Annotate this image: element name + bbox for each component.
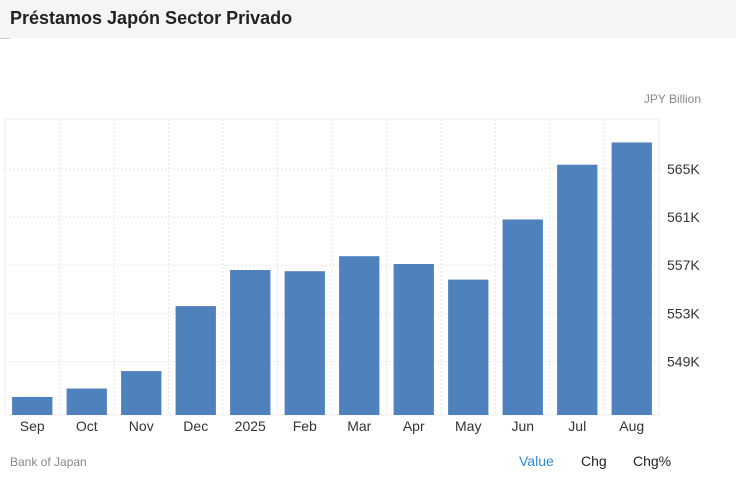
x-tick-label: Mar <box>347 418 371 434</box>
tab-chg[interactable]: Chg <box>581 453 607 469</box>
y-tick-label: 557K <box>667 257 700 273</box>
bar <box>611 142 652 415</box>
tab-value[interactable]: Value <box>519 453 554 469</box>
bar <box>66 388 107 415</box>
bar <box>502 219 543 415</box>
view-tabs: Value Chg Chg% <box>519 453 683 469</box>
bar <box>230 270 271 415</box>
source-label: Bank of Japan <box>10 455 87 469</box>
header-bar <box>0 0 736 38</box>
header-divider <box>0 38 10 39</box>
bar <box>284 271 325 415</box>
x-tick-label: Dec <box>183 418 208 434</box>
bar <box>339 256 380 415</box>
y-tick-label: 553K <box>667 305 700 321</box>
x-tick-label: May <box>455 418 481 434</box>
x-tick-label: Sep <box>20 418 45 434</box>
y-tick-label: 561K <box>667 209 700 225</box>
x-tick-label: Apr <box>403 418 425 434</box>
bar <box>393 263 434 415</box>
page-title: Préstamos Japón Sector Privado <box>10 8 293 28</box>
x-tick-label: Oct <box>76 418 98 434</box>
x-tick-label: 2025 <box>235 418 266 434</box>
bar <box>175 306 216 415</box>
y-tick-label: 549K <box>667 353 700 369</box>
bar <box>557 164 598 415</box>
x-tick-label: Jul <box>568 418 586 434</box>
x-tick-label: Jun <box>511 418 534 434</box>
x-tick-label: Aug <box>619 418 644 434</box>
x-tick-label: Feb <box>293 418 317 434</box>
tab-chg-percent[interactable]: Chg% <box>633 453 672 469</box>
bar <box>121 371 162 415</box>
bar <box>448 279 489 415</box>
y-tick-label: 565K <box>667 161 700 177</box>
unit-label: JPY Billion <box>643 92 701 106</box>
x-tick-label: Nov <box>129 418 154 434</box>
bar <box>12 396 53 415</box>
